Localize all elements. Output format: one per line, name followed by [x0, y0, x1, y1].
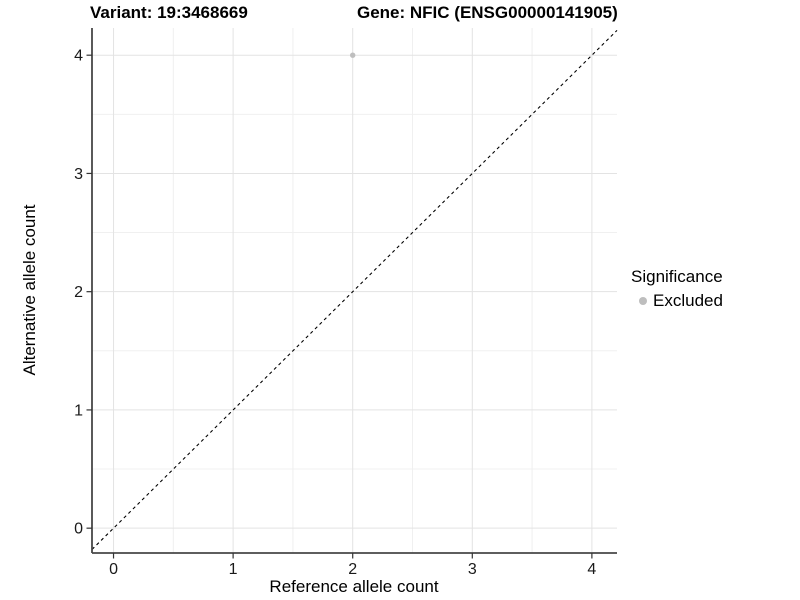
legend-item-label: Excluded — [653, 291, 723, 310]
plot-title-gene: Gene: NFIC (ENSG00000141905) — [357, 3, 618, 22]
y-tick-label-3: 3 — [74, 166, 83, 183]
x-tick-label-1: 1 — [229, 561, 238, 578]
x-axis-title: Reference allele count — [269, 577, 439, 596]
legend-title: Significance — [631, 267, 723, 286]
plot-title-variant: Variant: 19:3468669 — [90, 3, 248, 22]
legend: Significance Excluded — [631, 267, 723, 311]
data-point-excluded-0 — [350, 52, 356, 58]
x-tick-label-2: 2 — [348, 561, 357, 578]
legend-key-dot-icon — [639, 297, 647, 305]
x-tick-label-0: 0 — [109, 561, 118, 578]
y-tick-label-4: 4 — [74, 48, 83, 65]
x-tick-label-3: 3 — [468, 561, 477, 578]
y-tick-label-2: 2 — [74, 284, 83, 301]
y-tick-label-1: 1 — [74, 402, 83, 419]
y-tick-label-0: 0 — [74, 521, 83, 538]
y-axis-title: Alternative allele count — [20, 204, 39, 376]
x-tick-label-4: 4 — [587, 561, 596, 578]
identity-dashed-line — [91, 29, 618, 550]
legend-item-excluded: Excluded — [631, 291, 723, 311]
